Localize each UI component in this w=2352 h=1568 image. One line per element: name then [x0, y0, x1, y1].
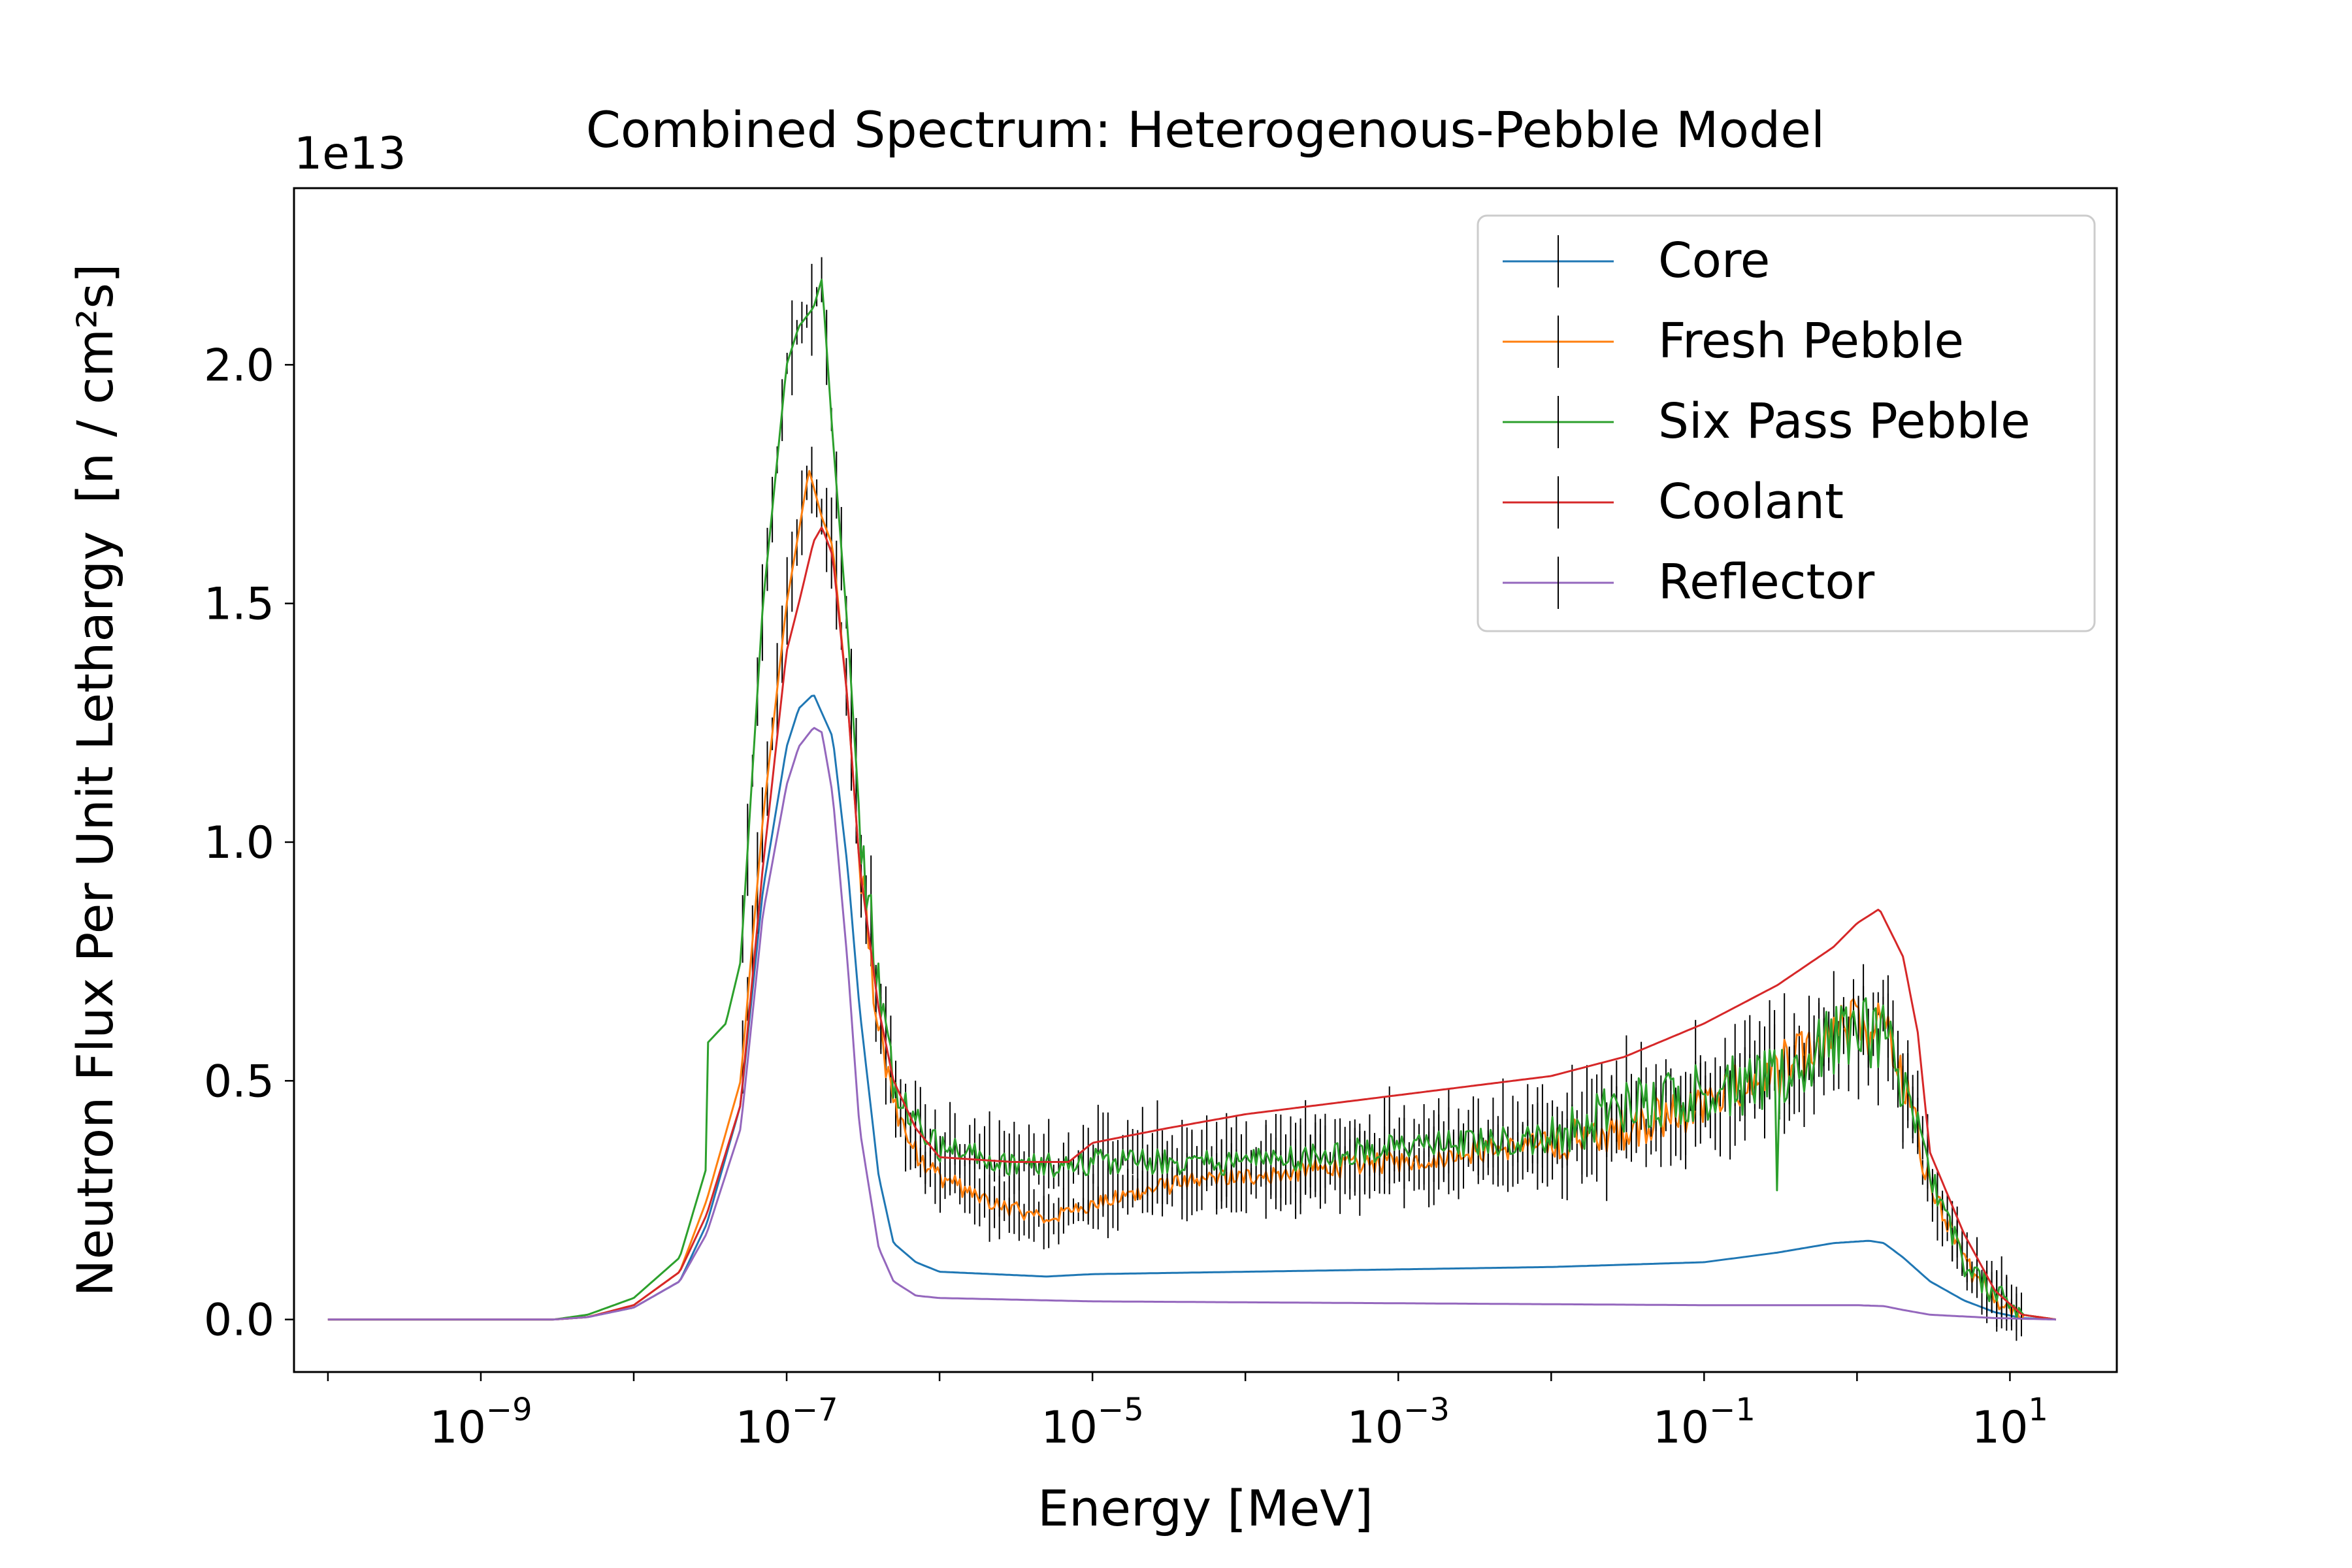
y-tick-label: 1.5	[204, 579, 274, 630]
x-tick-exponent: −9	[486, 1392, 532, 1428]
chart-title: Combined Spectrum: Heterogenous-Pebble M…	[586, 101, 1825, 159]
legend-entries: Core Fresh Pebble Six Pass Pebble Coolant Re…	[1503, 233, 2031, 610]
y-tick-label: 1.0	[204, 817, 274, 869]
y-tick-label: 0.0	[204, 1295, 274, 1347]
series-line	[327, 727, 2056, 1321]
x-tick-exponent: −1	[1709, 1392, 1756, 1428]
y-tick-label: 2.0	[204, 340, 274, 391]
legend-label: Fresh Pebble	[1658, 313, 1964, 369]
legend-label: Core	[1658, 233, 1770, 289]
legend: Core Fresh Pebble Six Pass Pebble Coolant Re…	[1477, 214, 2096, 632]
x-tick-label: 101	[1972, 1392, 2048, 1454]
y-tick-label: 0.5	[204, 1056, 274, 1107]
y-axis-label-main: Neutron Flux Per Unit Lethargy	[66, 531, 124, 1297]
x-tick-base: 10	[1653, 1402, 1710, 1454]
x-tick-label: 10−9	[429, 1392, 532, 1454]
y-axis-label-text: Neutron Flux Per Unit Lethargy [n / cm²s…	[66, 263, 124, 1296]
legend-label: Reflector	[1658, 554, 1875, 610]
plot-frame	[293, 187, 2118, 1373]
x-tick-label: 10−3	[1347, 1392, 1450, 1454]
y-ticks: 0.0 0.5 1.0 1.5 2.0	[204, 340, 294, 1347]
legend-entry: Reflector	[1503, 554, 1875, 610]
x-tick-exponent: −3	[1403, 1392, 1450, 1428]
series-line	[327, 526, 2057, 1321]
y-offset-label: 1e13	[294, 128, 406, 180]
legend-label: Coolant	[1658, 474, 1844, 530]
legend-entry: Core	[1503, 233, 1770, 289]
x-tick-label: 10−1	[1653, 1392, 1756, 1454]
legend-entry: Coolant	[1503, 474, 1844, 530]
x-tick-label: 10−7	[735, 1392, 838, 1454]
series-layer	[327, 257, 2057, 1341]
series-six-pass-pebble	[327, 257, 2057, 1341]
x-tick-base: 10	[1347, 1402, 1404, 1454]
x-tick-base: 10	[1972, 1402, 2029, 1454]
x-tick-base: 10	[735, 1402, 792, 1454]
x-tick-base: 10	[1041, 1402, 1098, 1454]
legend-label: Six Pass Pebble	[1658, 393, 2031, 449]
x-tick-label: 10−5	[1041, 1392, 1143, 1454]
y-axis-label: Neutron Flux Per Unit Lethargy [n / cm²s…	[66, 263, 124, 1296]
legend-entry: Six Pass Pebble	[1503, 393, 2031, 449]
x-tick-base: 10	[429, 1402, 486, 1454]
legend-entry: Fresh Pebble	[1503, 313, 1964, 369]
x-tick-exponent: 1	[2028, 1392, 2048, 1428]
x-ticks: 10−9 10−7 10−5 10−3 10−1 101	[327, 1372, 2048, 1454]
x-tick-exponent: −5	[1098, 1392, 1144, 1428]
legend-box	[1477, 214, 2096, 632]
series-reflector	[327, 727, 2056, 1321]
x-axis-label: Energy [MeV]	[1037, 1479, 1373, 1537]
series-line	[327, 278, 2057, 1321]
series-coolant	[327, 526, 2057, 1321]
x-tick-exponent: −7	[792, 1392, 838, 1428]
y-axis-label-unit: [n / cm²s]	[66, 263, 124, 503]
